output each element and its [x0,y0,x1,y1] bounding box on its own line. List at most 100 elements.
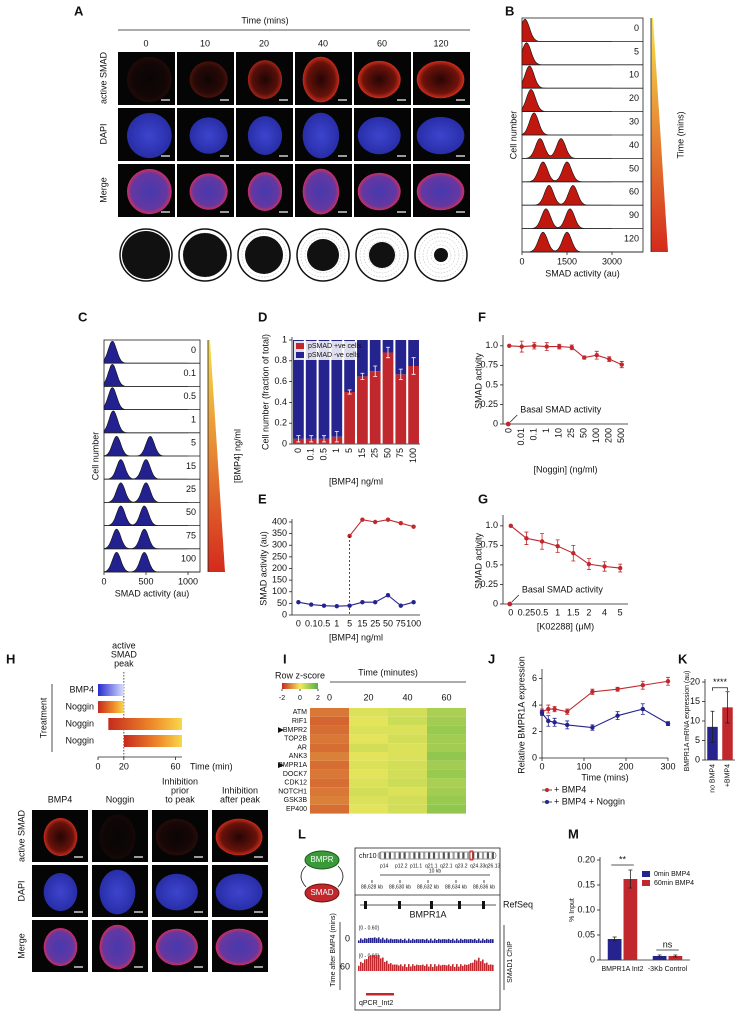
pattern-ring [300,232,346,278]
error-bar [334,431,339,443]
chip-signal [362,939,364,943]
treatment-bar [98,684,124,696]
x-tick-label: 1 [331,448,341,453]
track-range: [0 - 0.60] [359,925,379,931]
point [334,603,339,609]
x-tick-label: 50 [383,618,393,628]
point [539,539,545,544]
chip-signal [358,965,360,971]
point [590,725,595,730]
ideogram-band [462,852,465,859]
y-tick-label: 0 [493,598,498,608]
ridge-label: 25 [186,484,196,494]
x-tick-label: 100 [406,618,421,628]
y-tick-label: 10 [690,715,700,725]
ridge [521,89,612,112]
point [309,602,314,607]
chip-signal [446,939,448,943]
x-axis-label: SMAD activity (au) [115,588,190,598]
x-tick-label: 50 [382,448,392,458]
bar [607,939,622,960]
annotation-arrow [511,594,520,603]
chip-signal [418,939,420,943]
colony [99,814,136,860]
point [602,564,607,569]
scale-tick-label: 0 [298,695,302,702]
legend-box [294,341,356,360]
ridge [103,387,188,410]
point [544,344,549,349]
chip-signal [414,965,416,971]
bar-segment [357,340,368,377]
ridge [103,435,188,457]
ideogram-band [447,852,450,859]
ridge [103,410,188,434]
bar-segment [293,340,304,439]
chip-signal [492,939,494,943]
exon [364,901,367,909]
chip-signal [362,963,364,971]
x-tick-label: 5 [347,618,352,628]
axis-label: Time after BMP4 (mins) [330,913,337,987]
ridge-label: 50 [186,507,196,517]
significance-label: ** [619,854,627,864]
x-tick-label: 0.1 [306,448,316,461]
heat-cell [427,725,466,735]
chip-signal [486,962,488,971]
ridge-label: 5 [191,438,196,448]
treatment-label: Noggin [65,718,94,728]
y-tick-label: 6 [532,673,537,683]
heat-cell [349,787,388,796]
ridge [522,138,612,159]
x-axis-label: [Noggin] (ng/ml) [533,464,597,474]
bar [623,879,638,960]
heat-cell [349,778,388,788]
chip-signal [428,966,430,971]
chip-signal [380,939,382,943]
chip-signal [442,964,444,971]
pattern-ring [367,240,397,270]
error-bar [673,954,678,958]
chip-signal [462,939,464,943]
error-bar [373,365,378,377]
x-tick-label: -3Kb Control [648,966,688,973]
chip-signal [370,937,372,943]
chip-signal [410,966,412,971]
chip-signal [468,939,470,943]
treatment-bar [108,718,182,730]
point [617,565,623,571]
scale-label: 10 kb [429,868,441,874]
point [532,343,537,349]
point [524,536,529,541]
chip-signal [482,959,484,971]
chip-signal [486,938,488,943]
ridge [522,231,612,253]
heat-cell [427,769,466,779]
scale-label: [BMP4] ng/ml [232,429,242,483]
colony [302,56,340,103]
band-label: p14 [380,863,389,869]
bar [722,707,733,760]
chip-signal [410,940,412,943]
chip-signal [400,964,402,971]
chip-signal [454,966,456,971]
x-tick-label: 0.01 [516,428,526,446]
heat-cell [310,708,349,717]
panel-label: D [258,309,267,324]
point [582,355,587,360]
chip-signal [438,938,440,943]
row-label: DAPI [16,880,26,901]
y-tick-label: 2 [532,726,537,736]
chip-signal [392,939,394,943]
x-tick-label: 4 [602,607,607,617]
heat-cell [427,804,466,814]
gene-label: RIF1 [292,718,307,725]
chip-signal [424,965,426,971]
y-tick-label: 400 [272,516,287,526]
heat-cell [310,734,349,744]
ridge [104,505,188,526]
point [398,603,403,608]
chip-signal [490,939,492,943]
point [519,344,524,349]
ridge [104,459,188,480]
